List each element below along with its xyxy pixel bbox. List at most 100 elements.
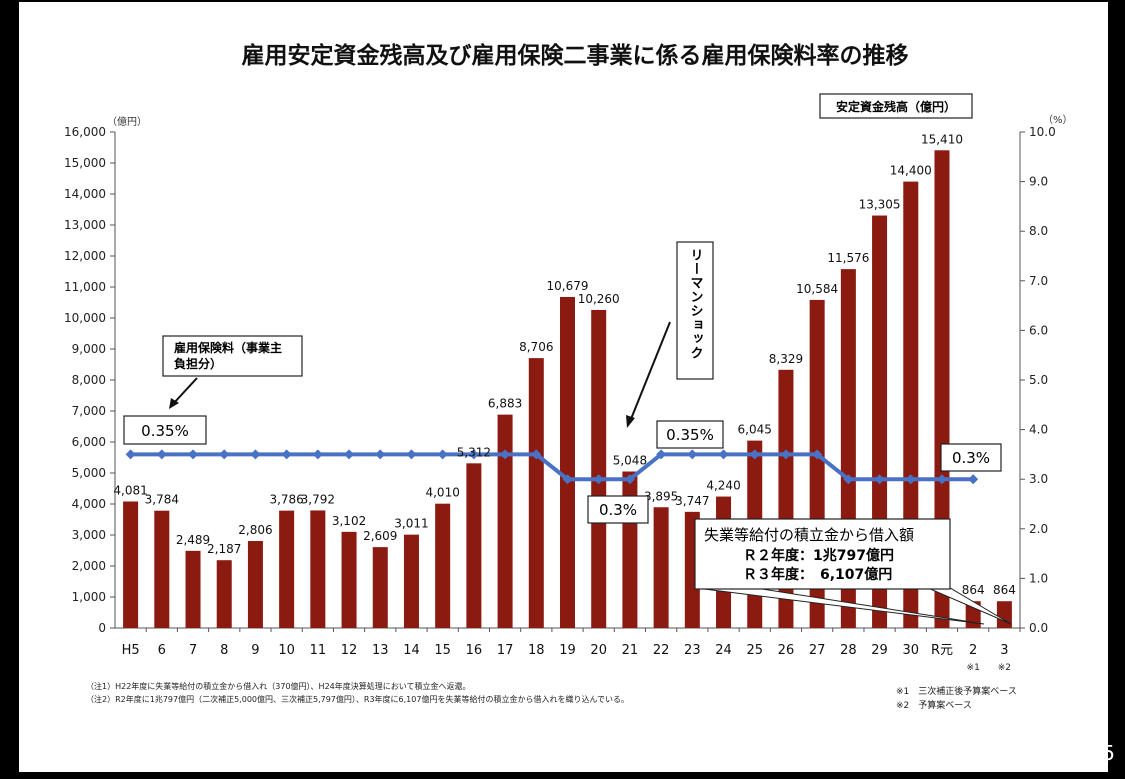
left-tick-label: 2,000 bbox=[72, 559, 106, 573]
right-tick-label: 10.0 bbox=[1029, 125, 1056, 139]
rate-marker bbox=[531, 449, 542, 460]
x-tick-label: 6 bbox=[158, 643, 166, 658]
bar bbox=[185, 550, 201, 628]
x-tick-label: 23 bbox=[684, 643, 701, 658]
left-tick-label: 5,000 bbox=[72, 466, 106, 480]
bar bbox=[279, 510, 295, 628]
slide: 雇用安定資金残高及び雇用保険二事業に係る雇用保険料率の推移 安定資金残高（億円）… bbox=[19, 2, 1108, 772]
bar-value-label: 10,679 bbox=[547, 279, 589, 293]
legend-label: 安定資金残高（億円） bbox=[836, 99, 956, 114]
rate-box-1 bbox=[123, 415, 207, 445]
bar bbox=[435, 503, 451, 628]
rate-marker bbox=[156, 449, 167, 460]
x-tick-label: 20 bbox=[590, 643, 607, 658]
x-tick-label: H5 bbox=[122, 643, 140, 658]
bar bbox=[154, 510, 170, 628]
rate-label-2: 0.3% bbox=[599, 501, 637, 519]
rate-marker bbox=[250, 449, 261, 460]
x-tick-label: 3 bbox=[1000, 643, 1008, 658]
bar-value-label: 11,576 bbox=[827, 251, 869, 265]
bar-value-label: 3,102 bbox=[332, 514, 366, 528]
rate-marker bbox=[593, 474, 604, 485]
bar-value-label: 8,706 bbox=[519, 340, 553, 354]
left-tick-label: 6,000 bbox=[72, 435, 106, 449]
page-number: 5 bbox=[1102, 741, 1115, 765]
bar-value-label: 6,883 bbox=[488, 397, 522, 411]
bar-value-label: 10,584 bbox=[796, 282, 838, 296]
x-tick-label: 7 bbox=[189, 643, 197, 658]
rate-line bbox=[130, 452, 974, 482]
right-tick-label: 4.0 bbox=[1029, 423, 1048, 437]
bar-value-label: 2,609 bbox=[363, 529, 397, 543]
x-tick-label: 24 bbox=[715, 643, 732, 658]
rate-callout-arrow bbox=[172, 377, 198, 405]
x-tick-label: 19 bbox=[559, 643, 576, 658]
left-tick-label: 8,000 bbox=[72, 373, 106, 387]
rate-marker bbox=[312, 449, 323, 460]
right-tick-label: 3.0 bbox=[1029, 472, 1048, 486]
rate-marker bbox=[656, 449, 667, 460]
loan-r3: Ｒ３年度： 6,107億円 bbox=[743, 566, 892, 583]
rate-marker bbox=[344, 449, 355, 460]
left-tick-label: 3,000 bbox=[72, 528, 106, 542]
rate-callout-line1: 雇用保険料（事業主 bbox=[174, 340, 282, 355]
bar-value-label: 15,410 bbox=[921, 132, 963, 146]
right-tick-label: 7.0 bbox=[1029, 274, 1048, 288]
x-tick-label: 18 bbox=[528, 643, 545, 658]
bar-value-label: 13,305 bbox=[859, 198, 901, 212]
bar bbox=[247, 541, 263, 628]
bar-value-label: 2,806 bbox=[238, 523, 272, 537]
left-tick-label: 0 bbox=[98, 621, 106, 635]
bar bbox=[591, 309, 607, 628]
left-tick-label: 9,000 bbox=[72, 342, 106, 356]
rate-marker bbox=[281, 449, 292, 460]
lehman-arrowhead bbox=[626, 415, 635, 428]
x-tick-label: 9 bbox=[251, 643, 259, 658]
left-tick-label: 14,000 bbox=[64, 187, 106, 201]
bar-value-label: 4,010 bbox=[425, 486, 459, 500]
bar bbox=[123, 501, 139, 628]
x-tick-label: 15 bbox=[434, 643, 451, 658]
x-tick-label: 28 bbox=[840, 643, 857, 658]
left-tick-label: 10,000 bbox=[64, 311, 106, 325]
bar-value-label: 864 bbox=[962, 583, 985, 597]
bar-value-label: 3,895 bbox=[644, 489, 678, 503]
right-tick-label: 0.0 bbox=[1029, 621, 1048, 635]
x-tick-label: 29 bbox=[871, 643, 888, 658]
rate-marker bbox=[687, 449, 698, 460]
note-2: （注2）R2年度に1兆797億円（二次補正5,000億円、三次補正5,797億円… bbox=[86, 694, 629, 704]
rate-marker bbox=[624, 474, 635, 485]
rate-callout-box bbox=[162, 335, 303, 377]
x-tick-label: 12 bbox=[341, 643, 358, 658]
rate-marker bbox=[188, 449, 199, 460]
lehman-label: リーマンショック bbox=[688, 248, 704, 360]
rate-marker bbox=[562, 474, 573, 485]
right-tick-label: 9.0 bbox=[1029, 175, 1048, 189]
lehman-arrow bbox=[630, 321, 671, 420]
bar-value-label: 10,260 bbox=[578, 292, 620, 306]
x-category-note: ※1 bbox=[967, 663, 980, 673]
rate-marker bbox=[437, 449, 448, 460]
bar-value-label: 3,747 bbox=[675, 494, 709, 508]
rate-marker bbox=[843, 474, 854, 485]
rate-label-3: 0.35% bbox=[666, 426, 714, 444]
x-tick-label: 13 bbox=[372, 643, 389, 658]
bar-value-label: 3,792 bbox=[301, 492, 335, 506]
bar-value-label: 5,048 bbox=[613, 454, 647, 468]
bar-value-label: 5,312 bbox=[457, 445, 491, 459]
rate-marker bbox=[968, 474, 979, 485]
bar-value-label: 3,011 bbox=[394, 517, 428, 531]
right-tick-label: 8.0 bbox=[1029, 224, 1048, 238]
bar-value-label: 3,786 bbox=[269, 493, 303, 507]
rate-marker bbox=[749, 449, 760, 460]
rate-box-3 bbox=[656, 420, 724, 449]
left-tick-label: 16,000 bbox=[64, 125, 106, 139]
left-tick-label: 11,000 bbox=[64, 280, 106, 294]
legend-box bbox=[819, 93, 973, 119]
bar bbox=[372, 547, 388, 628]
rate-marker bbox=[468, 449, 479, 460]
bar bbox=[341, 531, 357, 628]
x-tick-label: 27 bbox=[809, 643, 826, 658]
x-category-note: ※2 bbox=[998, 663, 1011, 673]
rate-marker bbox=[406, 449, 417, 460]
